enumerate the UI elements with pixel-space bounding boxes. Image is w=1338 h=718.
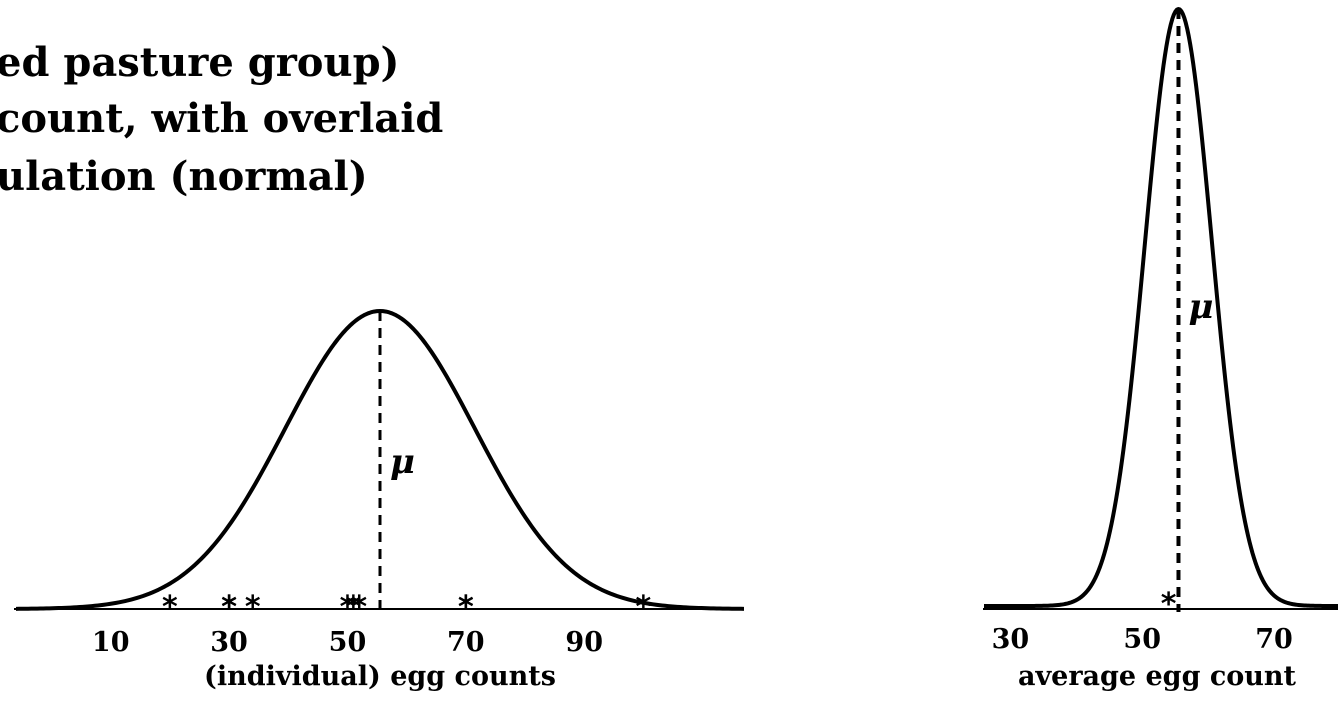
observation-marker: *	[340, 590, 356, 625]
observation-marker: *	[351, 590, 367, 625]
tick-label: 10	[92, 627, 130, 658]
observation-marker: *	[221, 590, 237, 625]
observation-marker: *	[346, 590, 362, 625]
tick-label: 90	[565, 627, 603, 658]
observation-marker: *	[1161, 587, 1177, 622]
tick-label: 30	[992, 624, 1030, 655]
tick-label: 50	[329, 627, 367, 658]
observation-marker: *	[458, 590, 474, 625]
title-line-1: ed pasture group)	[0, 39, 399, 86]
right-x-axis-label: average egg count	[1018, 661, 1297, 692]
average-count-chart: μ * 30 50 70 average egg count	[983, 7, 1338, 692]
tick-label: 70	[1255, 624, 1293, 655]
observation-marker: *	[221, 590, 237, 625]
right-tick-labels: 30 50 70	[992, 624, 1293, 655]
observation-marker: *	[636, 590, 652, 625]
title-line-3: ulation (normal)	[0, 153, 368, 200]
right-mean-label: μ	[1188, 287, 1213, 327]
observation-marker: *	[162, 590, 178, 625]
observation-marker: *	[458, 590, 474, 625]
left-density-curve	[15, 309, 745, 611]
left-x-axis-label: (individual) egg counts	[204, 661, 556, 692]
chart-title: ed pasture group) count, with overlaid u…	[0, 39, 443, 200]
left-mean-label: μ	[390, 442, 415, 482]
title-line-2: count, with overlaid	[0, 95, 443, 142]
right-density-curve	[983, 7, 1338, 608]
tick-label: 50	[1123, 624, 1161, 655]
observation-marker: *	[245, 590, 261, 625]
left-observations: * ** * *** ** *	[162, 590, 651, 625]
individual-count-chart: μ * ** * *** ** * 10 30 50 70 90 (individual) egg…	[14, 309, 745, 692]
tick-label: 30	[210, 627, 248, 658]
left-tick-labels: 10 30 50 70 90	[92, 627, 603, 658]
right-observations: *	[1161, 587, 1177, 622]
tick-label: 70	[447, 627, 485, 658]
